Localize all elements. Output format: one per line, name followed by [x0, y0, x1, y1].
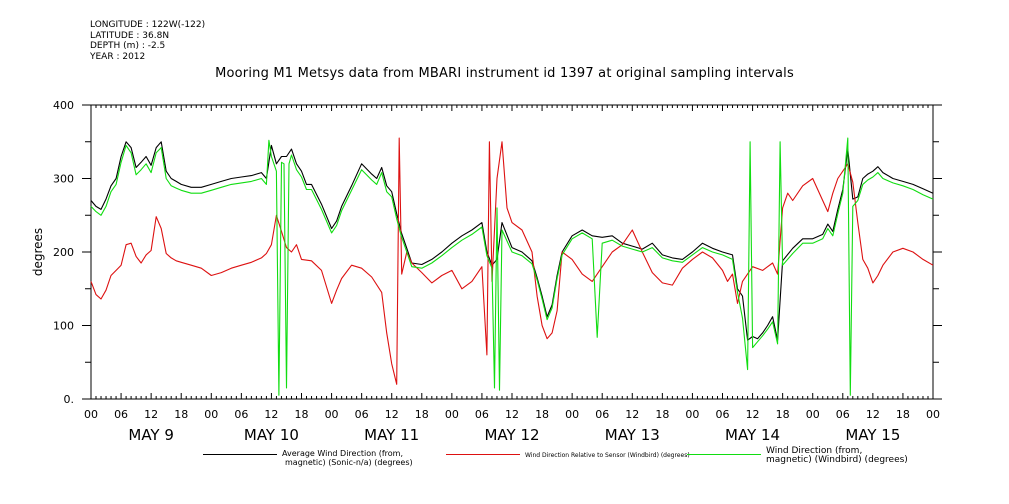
legend-swatch-1 — [203, 454, 277, 455]
legend-label-line2: magnetic) (Sonic-n/a) (degrees) — [285, 458, 413, 467]
day-label: MAY 11 — [364, 426, 419, 444]
day-label: MAY 9 — [128, 426, 174, 444]
x-tick-label: 18 — [174, 408, 188, 421]
x-tick-label: 00 — [325, 408, 339, 421]
x-tick-label: 12 — [505, 408, 519, 421]
chart-title: Mooring M1 Metsys data from MBARI instru… — [215, 66, 794, 81]
x-tick-label: 12 — [144, 408, 158, 421]
series-line-3 — [90, 137, 934, 396]
day-label: MAY 10 — [244, 426, 299, 444]
y-tick-label: 200 — [53, 246, 74, 259]
x-tick-label: 06 — [595, 408, 609, 421]
x-tick-label: 00 — [926, 408, 940, 421]
depth-label: DEPTH (m) : -2.5 — [90, 41, 166, 51]
x-tick-label: 00 — [806, 408, 820, 421]
legend-label-line1: Wind Direction Relative to Sensor (Windb… — [525, 452, 690, 459]
x-tick-label: 06 — [234, 408, 248, 421]
x-tick-label: 18 — [776, 408, 790, 421]
metadata-block: LONGITUDE : 122W(-122) LATITUDE : 36.8N … — [90, 20, 205, 62]
series-layer — [90, 137, 934, 396]
series-line-2 — [90, 137, 934, 385]
legend-label-line2: magnetic) (Windbird) (degrees) — [766, 455, 908, 465]
x-tick-label: 18 — [415, 408, 429, 421]
x-tick-label: 18 — [896, 408, 910, 421]
x-tick-label: 00 — [84, 408, 98, 421]
x-tick-label: 18 — [295, 408, 309, 421]
y-tick-label: 400 — [53, 99, 74, 112]
y-tick-label: 300 — [53, 173, 74, 186]
x-tick-label: 06 — [475, 408, 489, 421]
x-tick-label: 00 — [685, 408, 699, 421]
x-tick-label: 12 — [746, 408, 760, 421]
x-tick-label: 12 — [385, 408, 399, 421]
legend-label-3: Wind Direction (from, magnetic) (Windbird… — [766, 447, 908, 465]
x-tick-label: 06 — [114, 408, 128, 421]
day-label: MAY 13 — [605, 426, 660, 444]
legend-swatch-3 — [687, 454, 761, 455]
x-tick-label: 18 — [655, 408, 669, 421]
x-tick-label: 00 — [565, 408, 579, 421]
day-label: MAY 12 — [484, 426, 539, 444]
y-tick-label: 100 — [53, 320, 74, 333]
y-tick-label: 0. — [64, 393, 75, 406]
x-tick-label: 12 — [866, 408, 880, 421]
legend-label-2: Wind Direction Relative to Sensor (Windb… — [525, 451, 690, 460]
longitude-label: LONGITUDE : 122W(-122) — [90, 20, 206, 30]
axis-layer: 00 06 12 18 00 06 12 18 00 06 12 18 00 06 12 18 00 06 12 18… — [53, 99, 942, 444]
x-tick-label: 12 — [625, 408, 639, 421]
day-label: MAY 15 — [845, 426, 900, 444]
legend-label-1: Average Wind Direction (from, magnetic) (… — [282, 449, 413, 467]
year-label: YEAR : 2012 — [90, 51, 146, 62]
y-axis-label: degrees — [31, 228, 45, 276]
day-label: MAY 14 — [725, 426, 780, 444]
x-tick-label: 06 — [716, 408, 730, 421]
x-tick-label: 18 — [535, 408, 549, 421]
latitude-label: LATITUDE : 36.8N — [90, 30, 170, 41]
legend-label-line1: Average Wind Direction (from, — [282, 449, 404, 458]
legend-swatch-2 — [446, 454, 520, 455]
x-tick-label: 00 — [445, 408, 459, 421]
legend-label-line1: Wind Direction (from, — [766, 446, 863, 456]
x-tick-label: 06 — [355, 408, 369, 421]
x-tick-label: 06 — [836, 408, 850, 421]
x-tick-label: 00 — [204, 408, 218, 421]
series-line-1 — [90, 141, 934, 341]
x-tick-label: 12 — [264, 408, 278, 421]
